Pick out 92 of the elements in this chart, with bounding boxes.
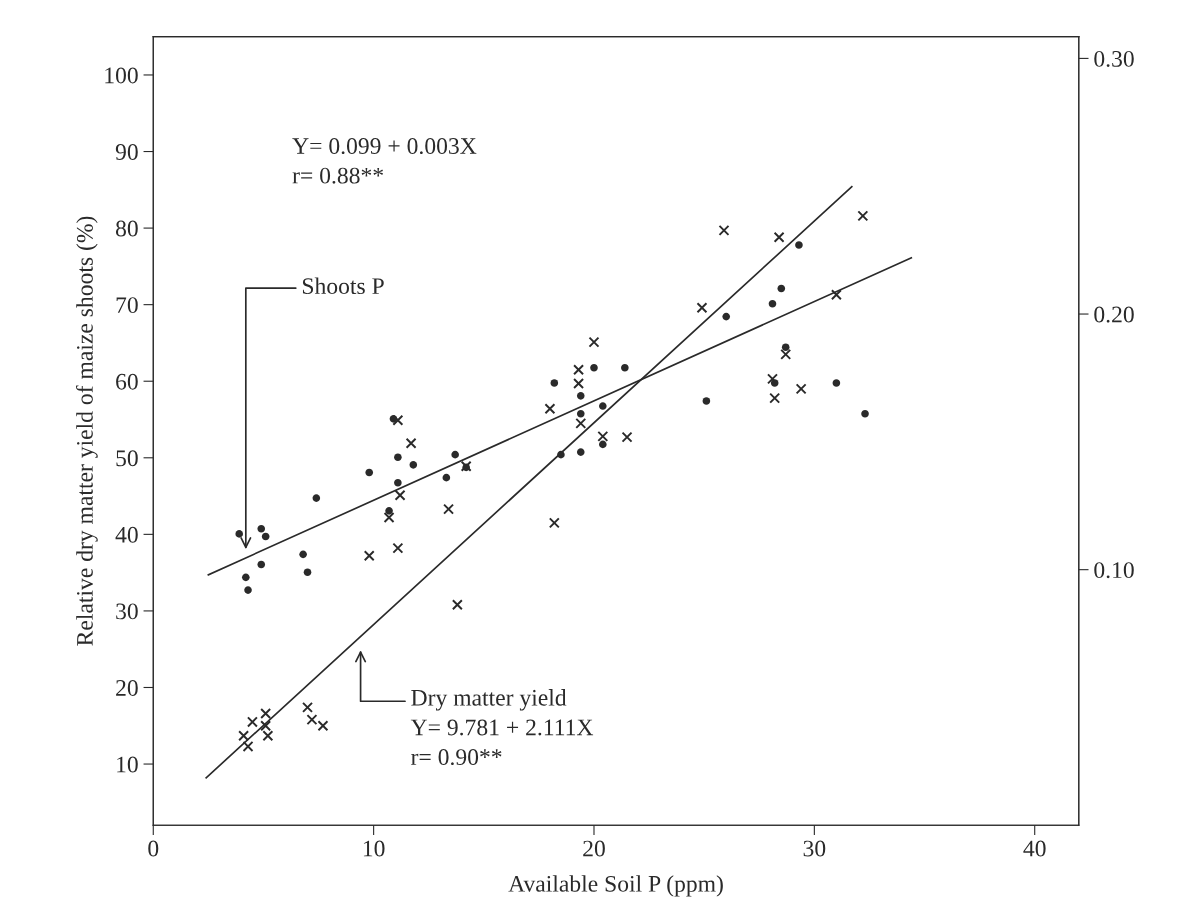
y-tick-label: 80 (115, 220, 138, 237)
point (260, 720, 272, 732)
point (781, 343, 790, 352)
point (385, 507, 393, 515)
point (769, 392, 781, 404)
y-tick-label: 70 (116, 297, 138, 314)
point (299, 550, 307, 559)
y-tick-label: 20 (116, 679, 138, 696)
y2-tick-label: 0.30 (1094, 50, 1134, 67)
point (722, 312, 731, 321)
point (238, 730, 250, 742)
point (442, 473, 451, 482)
annotation: Y= 0.099 + 0.003X r= 0.88** (292, 138, 477, 184)
point (576, 392, 585, 400)
annotation: Dry matter yield Y= 9.781 + 2.111X r= 0.90** (410, 689, 594, 766)
point (773, 231, 785, 243)
point (405, 437, 417, 449)
annotation: Shoots P (302, 277, 384, 295)
y-tick-label: 40 (115, 526, 138, 543)
point (365, 468, 374, 477)
point (244, 586, 252, 594)
y-axis-title: Relative dry matter yield of maize shoots (%) (76, 216, 98, 646)
x-tick-label: 30 (803, 840, 826, 857)
point (718, 224, 730, 236)
y2-tick-label: 0.10 (1094, 562, 1134, 579)
point (548, 517, 560, 529)
x-tick-label: 0 (148, 840, 159, 857)
point (392, 542, 404, 554)
point (576, 409, 585, 418)
point (242, 740, 254, 752)
x-tick-label: 40 (1023, 840, 1046, 857)
point (588, 336, 600, 348)
point (621, 363, 629, 372)
point (394, 489, 406, 501)
point (306, 714, 318, 726)
point (394, 453, 402, 461)
point (246, 716, 258, 728)
point (312, 494, 321, 502)
point (303, 568, 312, 577)
point (235, 530, 244, 538)
point (576, 448, 585, 456)
point (302, 701, 313, 713)
point (261, 532, 270, 541)
y-tick-label: 100 (105, 67, 138, 84)
point (573, 378, 585, 389)
point (621, 431, 633, 443)
y-tick-label: 90 (115, 144, 138, 160)
point (383, 512, 395, 523)
y-tick-label: 30 (116, 603, 138, 620)
point (702, 397, 711, 405)
point (242, 573, 250, 582)
point (544, 403, 556, 415)
point (557, 450, 565, 459)
point (262, 730, 274, 742)
point (857, 210, 869, 222)
x-axis-title: Available Soil P (ppm) (508, 875, 723, 897)
point (832, 379, 841, 387)
point (599, 440, 607, 449)
point (257, 560, 266, 569)
point (830, 289, 842, 301)
point (409, 461, 418, 469)
point (317, 720, 329, 732)
point (451, 599, 463, 611)
point (597, 430, 609, 442)
point (599, 402, 607, 410)
point (795, 241, 803, 249)
point (780, 348, 792, 360)
point (777, 284, 786, 293)
point (795, 383, 807, 395)
point (696, 302, 708, 314)
y-tick-label: 60 (116, 373, 138, 390)
point (443, 503, 455, 515)
point (260, 708, 272, 719)
point (550, 379, 559, 387)
point (392, 414, 404, 426)
point (575, 417, 587, 429)
point (257, 524, 266, 533)
point (389, 415, 398, 423)
point (767, 373, 778, 385)
point (590, 363, 598, 372)
x-tick-label: 10 (363, 840, 385, 857)
point (768, 300, 777, 308)
point (770, 379, 779, 387)
y-tick-label: 50 (116, 450, 138, 467)
x-tick-label: 20 (583, 840, 605, 857)
y2-tick-label: 0.20 (1094, 306, 1134, 323)
point (861, 409, 869, 418)
y-tick-label: 10 (117, 756, 138, 773)
point (363, 550, 375, 562)
point (394, 478, 402, 487)
point (451, 450, 459, 459)
point (573, 364, 585, 376)
